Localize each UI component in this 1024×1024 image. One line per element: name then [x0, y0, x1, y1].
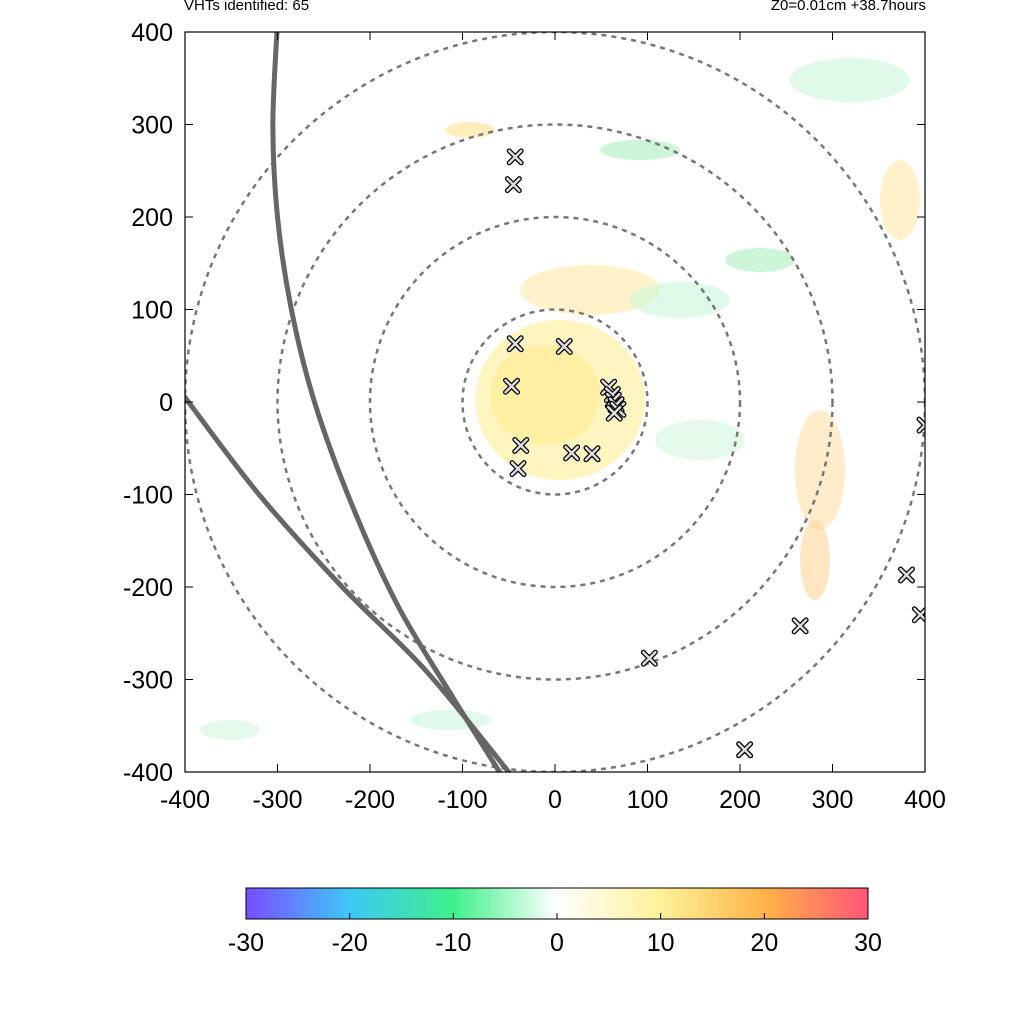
colorbar-tick-label: 30: [854, 929, 882, 957]
field-patch: [800, 520, 830, 600]
y-axis: 400 300 200 100 0 -100 -200 -300 -400: [123, 19, 925, 787]
x-tick-label: 200: [719, 786, 761, 814]
colorbar-ticks: -30 -20 -10 0 10 20 30: [228, 913, 882, 957]
field-patch: [790, 58, 910, 102]
y-tick-label: 300: [131, 112, 173, 140]
vht-marker: [555, 338, 573, 355]
vht-marker: [916, 416, 925, 434]
colorbar: -30 -20 -10 0 10 20 30: [228, 887, 882, 957]
vht-marker: [506, 335, 524, 353]
vht-marker: [504, 176, 522, 194]
x-tick-label: -300: [252, 786, 302, 814]
field-patch: [655, 420, 745, 460]
vorticity-field: [200, 58, 920, 740]
field-patch: [520, 265, 660, 315]
vht-marker: [509, 460, 527, 478]
y-tick-label: -400: [123, 759, 173, 787]
x-tick-label: 0: [548, 786, 562, 814]
vht-marker: [911, 606, 925, 624]
colorbar-tick-label: 0: [550, 929, 564, 957]
x-axis: -400 -300 -200 -100 0 100 200 300 400: [160, 32, 946, 814]
roughness-time-label: Z0=0.01cm +38.7hours: [770, 0, 926, 14]
field-patch: [630, 282, 730, 318]
range-ring: [368, 215, 742, 589]
vht-marker: [503, 377, 521, 395]
vht-marker: [640, 649, 658, 667]
vht-count-label: VHTs identified: 65: [184, 0, 310, 14]
vht-marker: [791, 617, 809, 635]
y-tick-label: -200: [123, 574, 173, 602]
y-tick-label: 400: [131, 19, 173, 47]
field-patch: [410, 710, 490, 730]
colorbar-tick-label: 20: [750, 929, 778, 957]
field-patch: [200, 720, 260, 740]
field-patch: [725, 248, 795, 272]
colorbar-tick-label: -20: [332, 929, 368, 957]
vht-markers: [503, 148, 925, 759]
vht-marker: [605, 404, 623, 422]
range-rings: [185, 32, 925, 772]
x-tick-label: 100: [627, 786, 669, 814]
vht-marker: [512, 436, 530, 454]
range-ring: [461, 308, 649, 496]
storm-tracks: [185, 32, 512, 772]
vht-marker: [583, 445, 601, 463]
y-tick-label: 0: [159, 389, 173, 417]
vht-marker: [506, 148, 524, 166]
field-patch: [880, 160, 920, 240]
y-tick-label: 200: [131, 204, 173, 232]
field-patch: [600, 140, 680, 160]
x-tick-label: -400: [160, 786, 210, 814]
colorbar-tick-label: -10: [435, 929, 471, 957]
x-tick-label: 400: [904, 786, 946, 814]
colorbar-tick-label: 10: [647, 929, 675, 957]
storm-track: [185, 394, 512, 772]
storm-track: [270, 32, 502, 772]
y-tick-label: -100: [123, 482, 173, 510]
colorbar-tick-label: -30: [228, 929, 264, 957]
inner-core-highlight: [490, 345, 600, 445]
y-tick-label: -300: [123, 667, 173, 695]
field-patch: [445, 122, 495, 138]
field-patch: [795, 410, 845, 530]
vht-marker: [898, 566, 915, 584]
vht-marker: [736, 741, 754, 759]
x-tick-label: 300: [812, 786, 854, 814]
range-ring: [276, 123, 834, 681]
x-tick-label: -200: [345, 786, 395, 814]
vht-marker: [563, 444, 581, 462]
x-tick-label: -100: [437, 786, 487, 814]
y-tick-label: 100: [131, 297, 173, 325]
